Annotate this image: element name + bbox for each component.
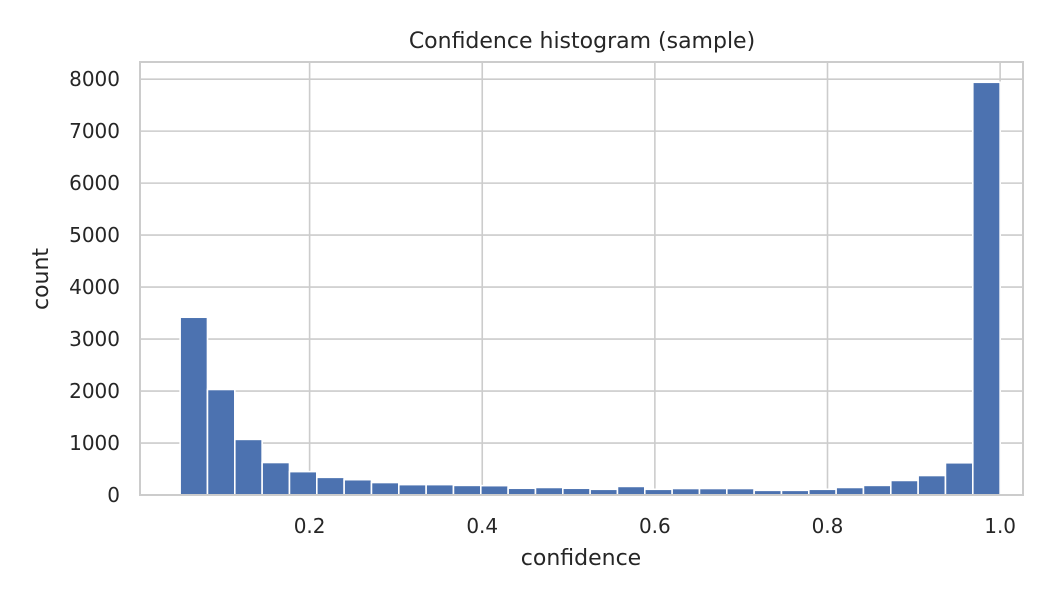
plot-frame — [139, 61, 1024, 496]
y-tick-label: 8000 — [69, 67, 120, 91]
y-tick-labels: 0 1000 2000 3000 4000 5000 6000 7000 8000 — [69, 67, 120, 507]
y-axis-label: count — [29, 248, 54, 310]
histogram-bar — [343, 478, 373, 496]
y-tick-label: 5000 — [69, 223, 120, 247]
x-tick-labels: 0.2 0.4 0.6 0.8 1.0 — [294, 514, 1016, 538]
histogram-bar — [479, 484, 509, 496]
y-tick-label: 0 — [107, 483, 120, 507]
x-tick-label: 0.8 — [812, 514, 844, 538]
x-tick-label: 0.4 — [466, 514, 498, 538]
x-tick-label: 0.6 — [639, 514, 671, 538]
histogram-bar — [616, 485, 646, 496]
histogram-bar — [398, 483, 427, 496]
histogram-bar — [261, 461, 291, 496]
histogram-bar — [561, 487, 591, 496]
histogram-bar — [370, 481, 400, 496]
x-tick-label: 1.0 — [984, 514, 1016, 538]
grid-lines — [140, 62, 1023, 495]
histogram-bar — [507, 487, 537, 496]
histogram-bar — [179, 316, 209, 496]
histogram-bar — [452, 484, 482, 496]
histogram-bar — [835, 486, 865, 496]
histogram-bar — [534, 486, 564, 496]
histogram-bar — [917, 474, 947, 496]
y-tick-label: 7000 — [69, 119, 120, 143]
histogram-bar — [316, 476, 345, 496]
histogram-bar — [234, 438, 263, 496]
chart-title: Confidence histogram (sample) — [409, 29, 755, 54]
x-axis-label: confidence — [521, 546, 641, 571]
histogram-bar — [206, 388, 236, 496]
x-tick-label: 0.2 — [294, 514, 326, 538]
y-tick-label: 3000 — [69, 327, 120, 351]
y-tick-label: 6000 — [69, 171, 120, 195]
histogram-bar — [944, 461, 974, 496]
y-tick-label: 2000 — [69, 379, 120, 403]
histogram-bar — [971, 81, 1001, 496]
histogram-bar — [288, 470, 318, 496]
histogram-bar — [425, 483, 455, 496]
y-tick-label: 1000 — [69, 431, 120, 455]
histogram-bar — [862, 484, 892, 496]
histogram-bar — [889, 479, 919, 496]
y-tick-label: 4000 — [69, 275, 120, 299]
bars — [179, 81, 1001, 496]
